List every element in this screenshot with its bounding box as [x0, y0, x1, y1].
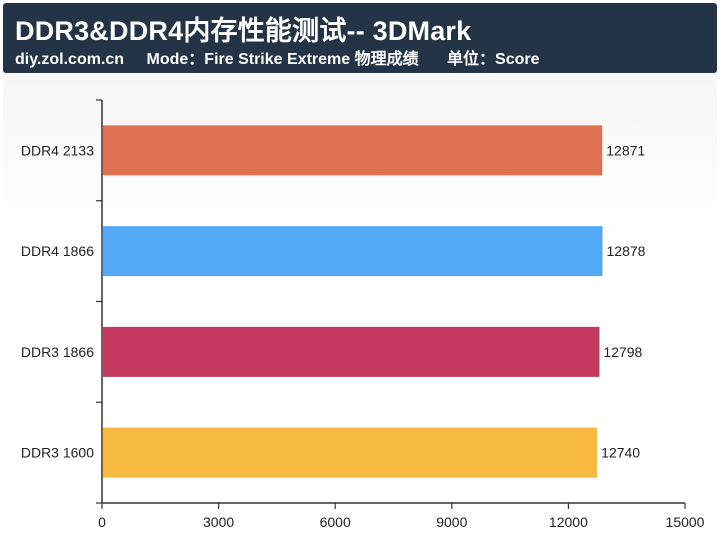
bar — [103, 427, 598, 478]
x-tick-label: 3000 — [203, 514, 234, 530]
chart-subtitle: diy.zol.com.cn Mode：Fire Strike Extreme … — [15, 45, 540, 69]
x-tick-label: 0 — [98, 514, 106, 530]
data-label: 12798 — [603, 344, 642, 360]
category-label: DDR4 1866 — [21, 243, 94, 259]
data-label: 12871 — [606, 142, 645, 158]
bar — [103, 226, 603, 277]
bar — [103, 326, 600, 377]
data-label: 12878 — [607, 243, 646, 259]
chart-labels: DDR4 2133 12871 DDR4 1866 12878 DDR3 1866 127… — [21, 142, 646, 460]
source-text: diy.zol.com.cn — [15, 51, 125, 68]
category-label: DDR3 1866 — [21, 344, 94, 360]
x-tick-label: 12000 — [549, 514, 588, 530]
category-label: DDR3 1600 — [21, 445, 94, 461]
x-tick-label: 6000 — [320, 514, 351, 530]
x-tick-label: 15000 — [666, 514, 705, 530]
x-tick-label: 9000 — [436, 514, 467, 530]
category-label: DDR4 2133 — [21, 142, 94, 158]
mode-text: Mode：Fire Strike Extreme 物理成绩 — [146, 51, 419, 68]
chart-title: DDR3&DDR4内存性能测试-- 3DMark — [15, 16, 472, 46]
chart-axes: 0 3000 6000 9000 12000 15000 — [96, 99, 705, 530]
unit-text: 单位：Score — [447, 51, 540, 68]
bar — [103, 125, 603, 176]
chart-bars — [103, 125, 603, 478]
chart-header: DDR3&DDR4内存性能测试-- 3DMark diy.zol.com.cn … — [3, 3, 717, 73]
data-label: 12740 — [601, 445, 640, 461]
